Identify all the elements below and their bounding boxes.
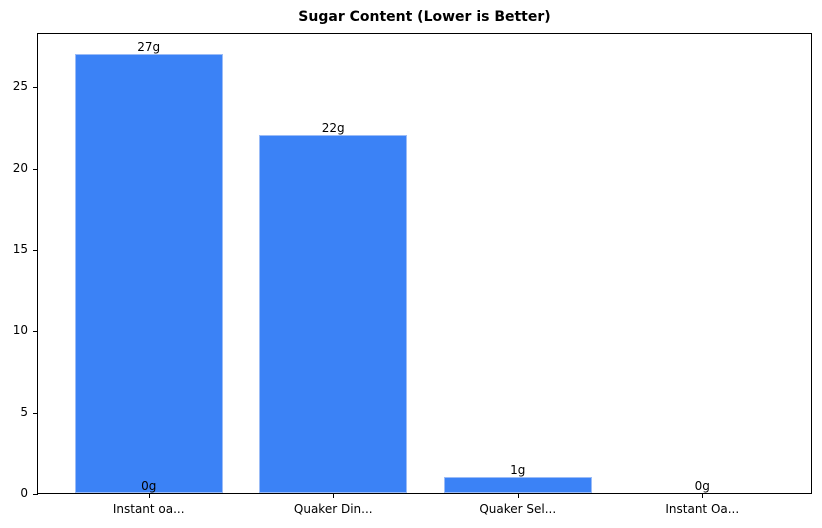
bar xyxy=(443,476,592,493)
bar-value-label: 0g xyxy=(694,479,710,493)
x-tick xyxy=(702,493,704,498)
bar-value-label: 27g xyxy=(137,39,161,54)
y-tick-label: 10 xyxy=(12,323,28,338)
y-tick-label: 20 xyxy=(12,160,28,175)
bar-value-label: 22g xyxy=(321,121,345,136)
bar-value-label: 1g xyxy=(510,462,526,477)
y-tick xyxy=(33,331,38,333)
x-tick-label: Quaker Sel... xyxy=(479,502,557,516)
x-tick xyxy=(148,493,150,498)
y-tick xyxy=(33,250,38,252)
plot-area: 0 5 10 15 20 25 27g Instant oa... 22g Quaker Din.… xyxy=(13,33,812,516)
x-tick xyxy=(517,493,519,498)
x-tick-label: Quaker Din... xyxy=(293,502,373,516)
chart-title: Sugar Content (Lower is Better) xyxy=(298,9,551,25)
bar xyxy=(259,135,408,493)
y-tick xyxy=(33,494,38,495)
y-tick-label: 15 xyxy=(12,242,28,257)
y-tick xyxy=(33,412,38,414)
y-tick-label: 0 xyxy=(20,486,28,500)
y-tick-label: 25 xyxy=(12,79,28,94)
y-tick xyxy=(33,87,38,89)
x-tick-label: Instant Oa... xyxy=(665,502,740,516)
y-tick-label: 5 xyxy=(20,404,28,419)
x-tick xyxy=(333,493,335,498)
y-tick xyxy=(33,168,38,170)
x-tick-label: Instant oa... xyxy=(112,502,185,516)
bar xyxy=(74,53,223,493)
bar-value-label: 0g xyxy=(141,479,157,493)
